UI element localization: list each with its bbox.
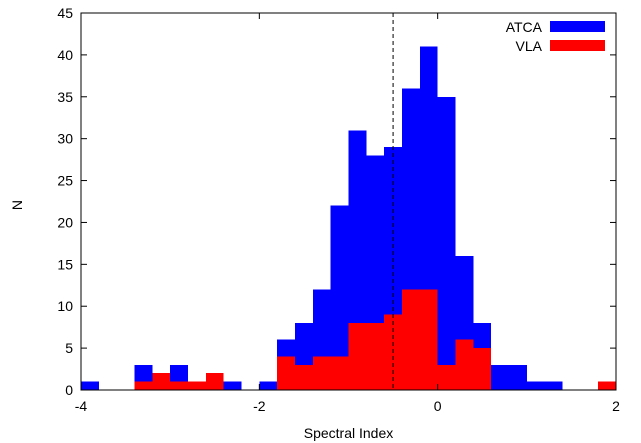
y-tick-label-4: 20 [57, 214, 73, 230]
histogram-bars [81, 46, 616, 391]
vla-bar-5 [170, 381, 188, 390]
atca-bar-26 [544, 381, 563, 390]
atca-bar-20 [437, 96, 456, 391]
legend: ATCA VLA [506, 19, 605, 54]
y-axis-label: N [9, 200, 25, 210]
x-tick-label-0: -4 [75, 398, 88, 414]
y-tick-label-5: 25 [57, 173, 73, 189]
vla-bar-7 [205, 373, 224, 390]
x-tick-label-3: 2 [612, 398, 620, 414]
atca-bar-10 [259, 381, 278, 390]
vla-bar-6 [188, 381, 206, 390]
vla-bar-15 [348, 322, 367, 390]
vla-bar-18 [402, 289, 420, 390]
vla-bar-13 [312, 356, 331, 390]
y-tick-label-2: 10 [57, 298, 73, 314]
vla-bar-3 [134, 381, 153, 390]
atca-bar-0 [81, 381, 99, 390]
vla-bar-22 [473, 348, 492, 390]
y-tick-label-1: 5 [65, 340, 73, 356]
vla-bar-29 [598, 381, 616, 390]
y-tick-label-9: 45 [57, 5, 73, 21]
atca-bar-8 [223, 381, 242, 390]
x-axis-label: Spectral Index [304, 425, 394, 441]
vla-bar-20 [437, 364, 456, 390]
x-tick-label-1: -2 [253, 398, 266, 414]
y-tick-label-3: 15 [57, 256, 73, 272]
vla-bar-16 [366, 322, 385, 390]
plot-frame [80, 12, 617, 391]
y-tick-label-7: 35 [57, 89, 73, 105]
atca-bar-14 [330, 205, 349, 390]
y-tick-label-8: 40 [57, 47, 73, 63]
atca-bar-23 [491, 364, 509, 390]
legend-label-vla: VLA [516, 38, 543, 54]
axis-ticks: 0 5 10 15 20 25 30 35 40 45 -4 -2 0 2 [57, 5, 620, 414]
y-tick-label-6: 30 [57, 131, 73, 147]
vla-bar-4 [152, 373, 171, 390]
atca-bar-25 [526, 381, 545, 390]
x-tick-label-2: 0 [434, 398, 442, 414]
atca-bar-24 [509, 364, 527, 390]
vla-bar-12 [295, 364, 313, 390]
y-tick-label-0: 0 [65, 382, 73, 398]
legend-swatch-atca [550, 21, 605, 32]
legend-label-atca: ATCA [506, 19, 543, 35]
legend-swatch-vla [550, 40, 605, 51]
vla-bar-21 [455, 339, 474, 390]
vla-bar-11 [277, 356, 295, 390]
vla-bar-19 [419, 289, 438, 390]
vla-bar-14 [330, 356, 349, 390]
